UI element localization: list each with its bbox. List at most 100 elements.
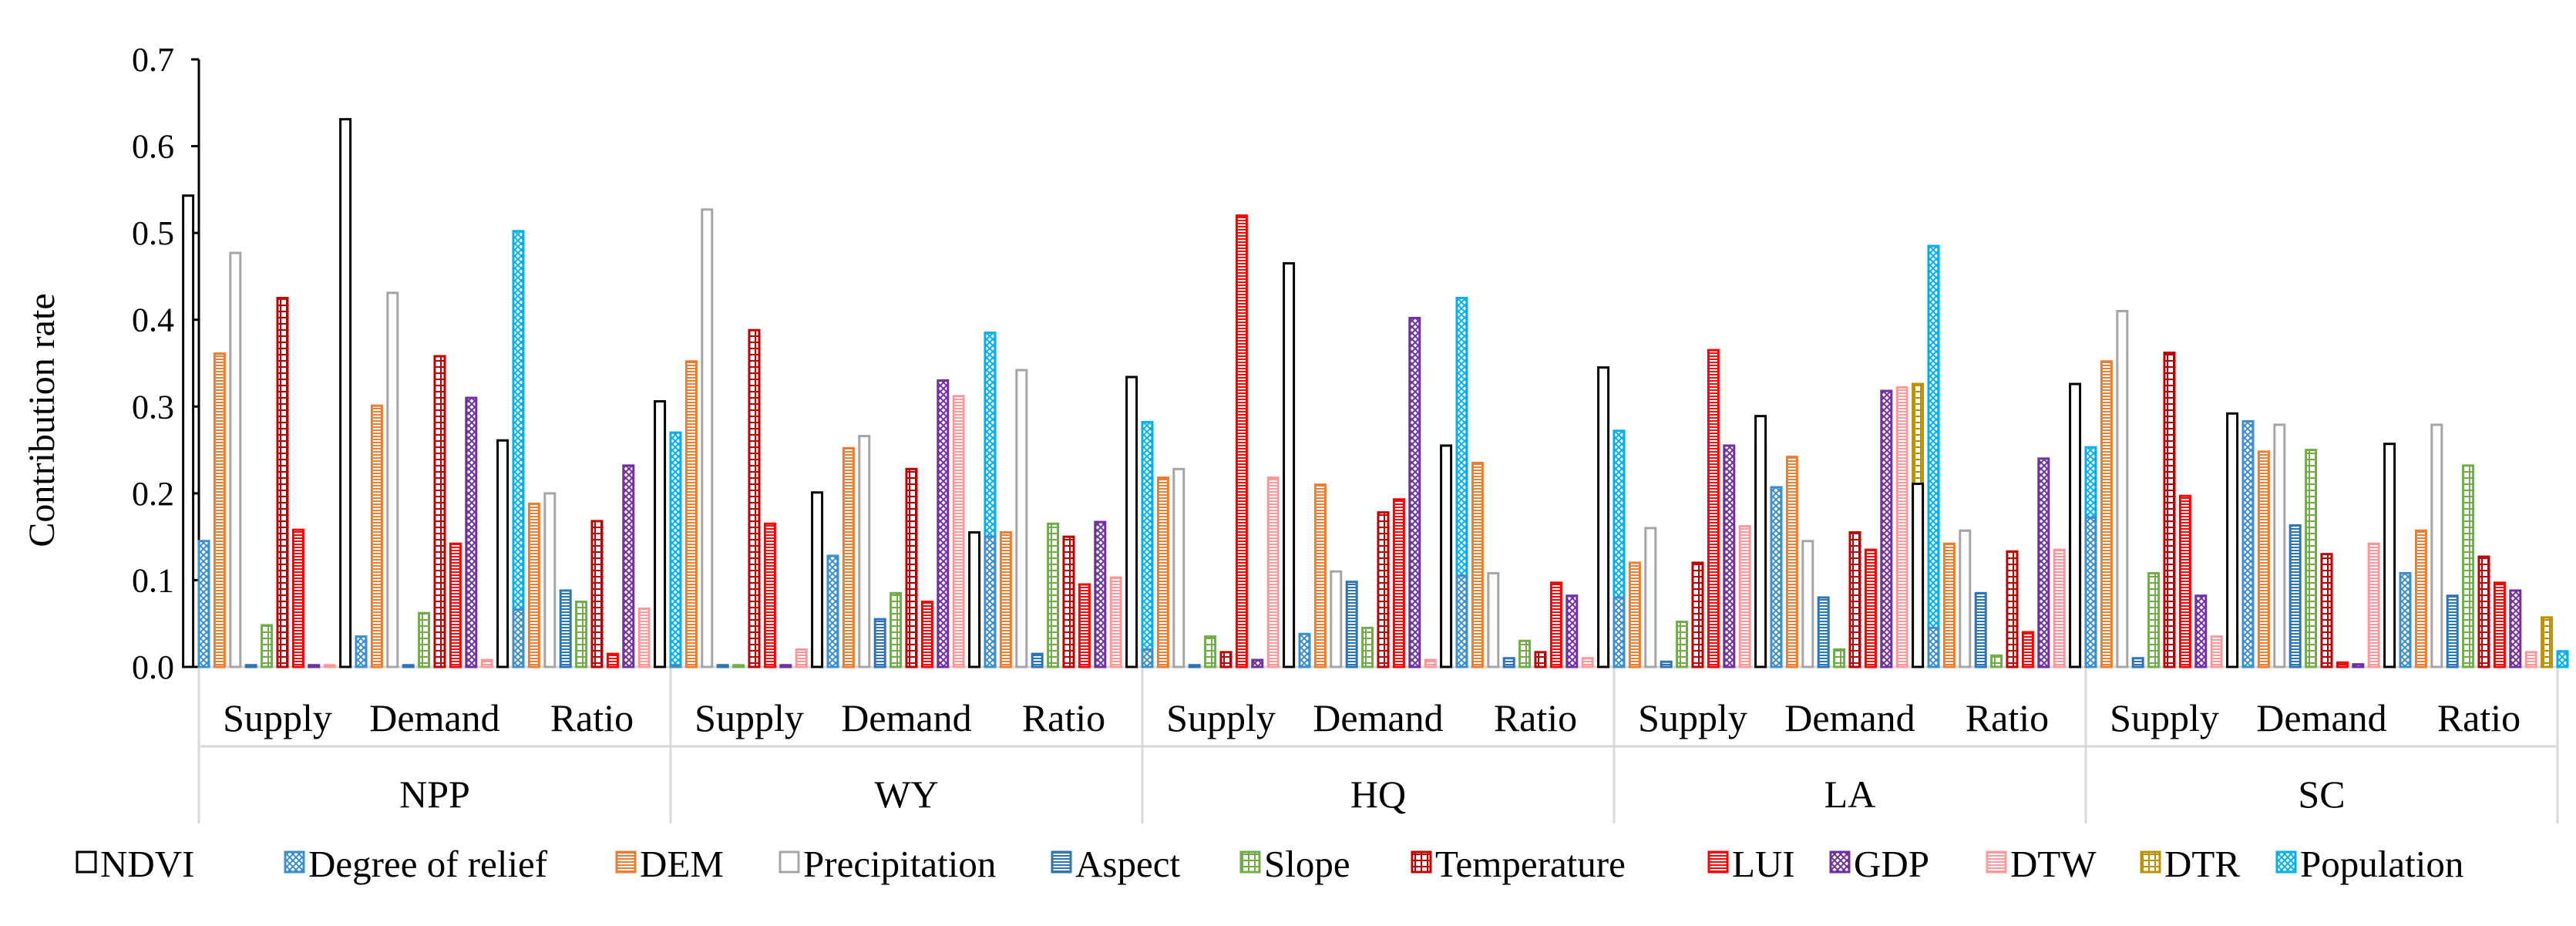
bar-lui <box>2178 494 2191 668</box>
bar-precipitation <box>2273 423 2286 668</box>
legend-swatch <box>1986 850 2007 874</box>
y-axis-title: Contribution rate <box>22 293 62 547</box>
bar-slope <box>1518 639 1532 668</box>
legend: NDVI Degree of relief DEM Precipitation Aspe… <box>76 843 2463 885</box>
bar-dem <box>1313 483 1327 668</box>
bar-lui <box>606 652 619 668</box>
bar-degree-of-relief <box>1613 596 1626 668</box>
bar-lui <box>1235 214 1248 668</box>
legend-label: Precipitation <box>803 843 996 885</box>
bar-lui <box>1707 349 1720 668</box>
y-tick-label: 0.6 <box>132 128 174 166</box>
bar-population <box>2556 650 2569 668</box>
bar-degree-of-relief <box>669 664 682 668</box>
legend-label: Degree of relief <box>308 843 548 885</box>
bar-temperature <box>276 297 289 668</box>
bar-lui <box>1864 548 1877 668</box>
bar-precipitation <box>1644 527 1657 668</box>
bar-precipitation <box>543 492 557 668</box>
bar-slope <box>575 601 588 668</box>
group-label: SC <box>2298 773 2345 816</box>
bar-ndvi <box>2069 382 2082 668</box>
bar-dtw <box>1738 525 1751 668</box>
bar-degree-of-relief <box>197 540 210 668</box>
bar-population <box>1927 244 1940 668</box>
y-tick-label: 0.7 <box>132 41 174 79</box>
bar-temperature <box>2320 553 2333 668</box>
bar-degree-of-relief <box>1298 632 1311 668</box>
bar-aspect <box>2288 524 2302 668</box>
bar-gdp <box>1094 520 1107 668</box>
bar-precipitation <box>386 291 399 668</box>
bar-lui <box>1549 581 1562 668</box>
legend-swatch <box>2275 850 2297 874</box>
bar-temperature <box>2006 550 2019 668</box>
legend-label: DEM <box>640 843 724 885</box>
category-label: Ratio <box>1022 696 1105 739</box>
bar-dem <box>527 502 540 668</box>
bar-dem <box>2414 529 2427 668</box>
bar-ndvi <box>2383 443 2396 668</box>
bar-dem <box>1942 542 1956 668</box>
category-label: Demand <box>2256 696 2386 739</box>
bar-temperature <box>2477 555 2490 668</box>
bar-gdp <box>465 396 478 668</box>
category-label: Supply <box>2110 696 2219 739</box>
bar-aspect <box>244 664 257 668</box>
bar-dem <box>1471 461 1484 668</box>
bar-slope <box>1361 626 1374 668</box>
bar-temperature <box>1848 531 1861 668</box>
bar-degree-of-relief <box>1770 486 1783 668</box>
bar-ndvi <box>1440 444 1453 668</box>
bar-lui <box>2021 631 2034 668</box>
bar-population <box>1141 421 1154 668</box>
bar-aspect <box>1188 664 1201 668</box>
bar-dtw <box>2210 635 2223 668</box>
bar-slope <box>889 591 903 668</box>
bar-gdp <box>779 664 792 668</box>
y-tick-label: 0.1 <box>132 561 174 599</box>
bar-dtw <box>323 664 336 668</box>
category-label: Ratio <box>550 696 634 739</box>
bar-temperature <box>590 520 604 668</box>
axis-labels: 0.0 0.1 0.2 0.3 0.4 0.5 0.6 0.7 NPP Supply Demand R… <box>132 41 2521 816</box>
bar-ndvi <box>1125 375 1138 668</box>
bar-dtw <box>2053 548 2066 668</box>
bar-dtw <box>1424 658 1437 668</box>
bar-dem <box>2257 450 2270 668</box>
bar-temperature <box>1534 651 1547 668</box>
bar-gdp <box>622 464 635 668</box>
legend-label: DTR <box>2164 843 2240 885</box>
bar-temperature <box>1219 651 1233 668</box>
bar-temperature <box>1691 561 1704 668</box>
bar-aspect <box>1502 657 1515 668</box>
bar-lui <box>763 522 776 668</box>
y-tick-label: 0.0 <box>132 648 174 686</box>
bar-dem <box>999 531 1012 668</box>
bar-dem <box>370 404 383 668</box>
bar-degree-of-relief <box>1927 626 1940 668</box>
bar-gdp <box>1880 389 1893 668</box>
bar-lui <box>1078 583 1091 668</box>
group-label: HQ <box>1350 773 1406 816</box>
group-label: LA <box>1824 773 1876 816</box>
bar-dem <box>842 446 855 668</box>
bar-dtw <box>795 648 808 668</box>
bar-slope <box>1990 654 2003 668</box>
bar-aspect <box>1817 596 1830 668</box>
bar-ndvi <box>1597 366 1610 668</box>
bar-ndvi <box>654 400 667 668</box>
bar-dem <box>1628 561 1641 668</box>
category-label: Demand <box>1784 696 1915 739</box>
bar-ndvi <box>968 531 981 668</box>
bar-gdp <box>2194 594 2208 668</box>
bar-gdp <box>2037 457 2050 668</box>
bar-ndvi <box>811 491 824 668</box>
bar-aspect <box>402 664 415 668</box>
bar-temperature <box>2163 351 2176 668</box>
bar-gdp <box>2352 663 2365 668</box>
bar-precipitation <box>1801 540 1814 668</box>
bar-dtr <box>2541 616 2554 668</box>
